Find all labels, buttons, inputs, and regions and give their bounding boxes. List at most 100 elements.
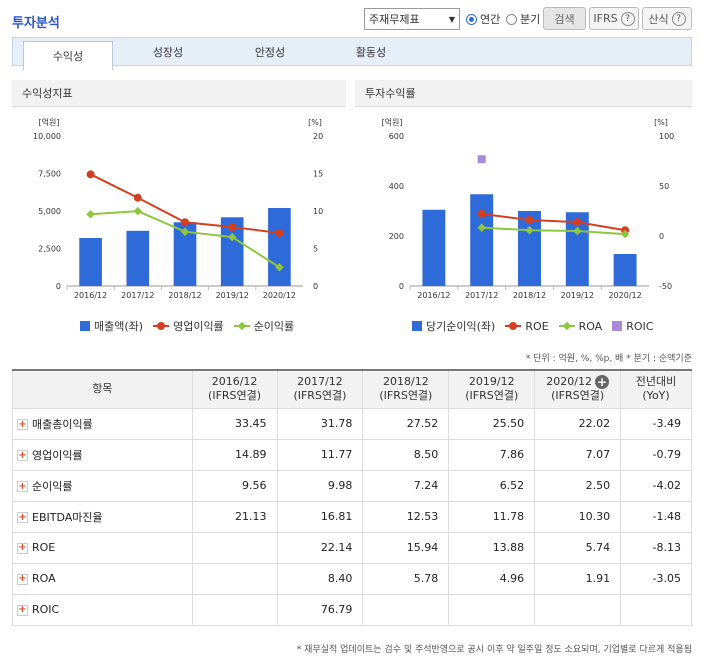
tab-activity[interactable]: 활동성 <box>355 46 387 59</box>
value-cell: 11.77 <box>276 438 364 471</box>
line-legend-swatch <box>233 321 250 331</box>
yoy-cell: -4.02 <box>620 469 692 502</box>
legend-label: 매출액(좌) <box>94 320 144 333</box>
left-tick-label: 600 <box>389 132 404 141</box>
statement-type-select[interactable]: 주재무제표 ▼ <box>364 8 460 30</box>
bar-legend-swatch <box>412 321 422 331</box>
value-cell <box>448 593 536 626</box>
expand-plus-icon[interactable]: + <box>17 542 28 554</box>
chart-legend-left: 매출액(좌) 영업이익률 순이익률 <box>80 318 294 334</box>
yoy-cell: -1.48 <box>620 500 692 533</box>
value-cell <box>191 562 278 595</box>
yoy-sub-label: (YoY) <box>642 389 670 403</box>
yoy-cell: -0.79 <box>620 438 692 471</box>
header-yoy: 전년대비 (YoY) <box>620 369 692 409</box>
right-tick-label: 100 <box>659 132 674 141</box>
marker-legend-swatch <box>612 321 623 331</box>
bar <box>79 238 102 286</box>
radio-unchecked-icon <box>506 13 517 25</box>
header-year: 2017/12 (IFRS연결) <box>276 369 364 409</box>
value-cell: 22.02 <box>534 407 622 440</box>
basis-label: (IFRS연결) <box>465 389 519 403</box>
expand-plus-icon[interactable]: + <box>17 604 28 616</box>
bar-legend-swatch <box>80 321 90 331</box>
radio-quarter[interactable]: 분기 <box>506 11 540 27</box>
left-tick-label: 0 <box>56 282 61 291</box>
tab-profitability[interactable]: 수익성 <box>23 41 113 70</box>
line-point-marker <box>477 209 486 218</box>
value-cell: 12.53 <box>362 500 450 533</box>
x-tick-label: 2019/12 <box>216 291 249 300</box>
value-cell <box>191 593 278 626</box>
left-tick-label: 5,000 <box>38 207 61 216</box>
right-tick-label: 10 <box>313 207 323 216</box>
value-cell: 10.30 <box>534 500 622 533</box>
question-icon: ? <box>620 11 635 26</box>
left-axis-unit: [억원] <box>39 117 60 127</box>
bar <box>126 230 150 286</box>
radio-annual[interactable]: 연간 <box>466 11 500 27</box>
add-column-icon[interactable]: + <box>594 375 609 390</box>
x-tick-label: 2017/12 <box>465 291 498 300</box>
tab-growth[interactable]: 성장성 <box>152 46 184 59</box>
value-cell: 27.52 <box>362 407 450 440</box>
value-cell <box>534 593 622 626</box>
left-tick-label: 7,500 <box>38 170 61 179</box>
year-label: 2017/12 <box>297 375 343 389</box>
row-label-cell: + ROIC <box>12 593 193 626</box>
line-point-marker <box>181 218 189 227</box>
legend-label: ROIC <box>626 319 654 333</box>
line-point-marker <box>133 193 142 202</box>
tab-stability[interactable]: 안정성 <box>254 46 286 59</box>
row-label: ROE <box>32 541 56 554</box>
basis-label: (IFRS연결) <box>551 389 605 403</box>
investment-return-chart: [억원] [%] 600 400 200 0 100 50 0 -50 2016/12 2017/12… <box>382 117 675 300</box>
table-row: + ROA 8.40 5.78 4.96 1.91 -3.05 <box>12 562 692 595</box>
table-row: + 영업이익률 14.89 11.77 8.50 7.86 7.07 -0.79 <box>12 438 692 471</box>
search-button[interactable]: 검색 <box>543 7 586 30</box>
row-label: 순이익률 <box>32 479 73 493</box>
chevron-down-icon: ▼ <box>448 14 455 24</box>
left-tick-label: 400 <box>389 182 404 191</box>
line-point-marker <box>525 216 534 225</box>
expand-plus-icon[interactable]: + <box>17 449 28 461</box>
row-label-cell: + 매출총이익률 <box>12 407 193 440</box>
right-tick-label: 5 <box>313 245 318 254</box>
expand-plus-icon[interactable]: + <box>17 418 28 430</box>
row-label-cell: + ROE <box>12 531 193 564</box>
left-tick-label: 10,000 <box>33 132 61 141</box>
expand-plus-icon[interactable]: + <box>17 480 28 492</box>
expand-plus-icon[interactable]: + <box>17 511 28 523</box>
expand-plus-icon[interactable]: + <box>17 573 28 585</box>
table-row: + 매출총이익률 33.45 31.78 27.52 25.50 22.02 -3.49 <box>12 407 692 440</box>
formula-help-button[interactable]: 산식 ? <box>642 7 692 30</box>
value-cell: 8.40 <box>276 562 364 595</box>
table-row: + EBITDA마진율 21.13 16.81 12.53 11.78 10.30 -1.48 <box>12 500 692 533</box>
table-row: + ROIC 76.79 <box>12 593 692 626</box>
select-value: 주재무제표 <box>369 13 420 26</box>
right-tick-label: -50 <box>659 282 672 291</box>
line-point-marker <box>620 229 630 239</box>
value-cell: 14.89 <box>191 438 278 471</box>
line-point-marker <box>573 226 582 236</box>
legend-label: 순이익률 <box>253 320 295 333</box>
x-tick-label: 2019/12 <box>561 291 594 300</box>
line-point-marker <box>275 263 284 272</box>
row-label-cell: + 영업이익률 <box>12 438 193 471</box>
year-label: 2019/12 <box>468 375 515 389</box>
table-row: + ROE 22.14 15.94 13.88 5.74 -8.13 <box>12 531 692 564</box>
line-point-marker <box>228 223 237 232</box>
value-cell: 2.50 <box>534 469 622 502</box>
year-label: 2016/12 <box>211 375 258 389</box>
bar <box>220 217 244 286</box>
legend-label: ROA <box>578 319 603 333</box>
radio-checked-icon <box>466 13 477 25</box>
value-cell: 11.78 <box>448 500 536 533</box>
value-cell: 5.74 <box>534 531 622 564</box>
left-tick-label: 200 <box>389 232 404 241</box>
line-point-marker <box>86 170 95 179</box>
legend-label: ROE <box>525 319 549 333</box>
ifrs-help-button[interactable]: IFRS ? <box>589 7 639 30</box>
table-header-row: 항목 2016/12 (IFRS연결) 2017/12 (IFRS연결) 2018/… <box>12 369 692 409</box>
x-tick-label: 2020/12 <box>263 291 296 300</box>
